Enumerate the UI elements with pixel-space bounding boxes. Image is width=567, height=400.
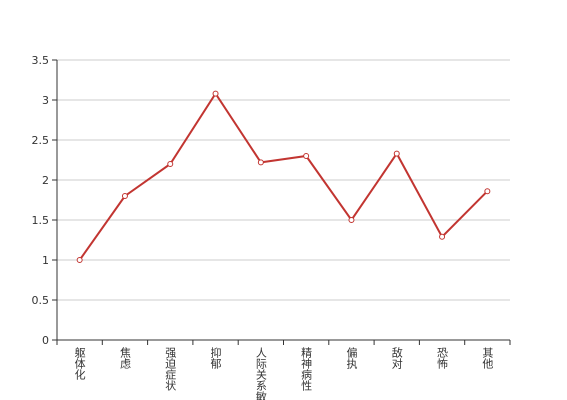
- x-tick-label: 焦虑: [118, 347, 131, 369]
- point: [348, 217, 355, 223]
- x-tick-label: 抑郁: [209, 346, 222, 369]
- point: [393, 150, 400, 157]
- point: [303, 153, 310, 159]
- x-tick-label: 敌对: [390, 346, 403, 369]
- x-tick-label: 精神病性: [300, 347, 313, 392]
- point: [484, 188, 491, 195]
- x-tick-label: 人际关系敏感: [254, 347, 267, 400]
- point: [121, 193, 128, 199]
- point: [439, 233, 446, 240]
- x-tick-label: 强迫症状: [164, 347, 177, 391]
- point: [257, 159, 264, 166]
- point: [76, 257, 83, 263]
- x-tick-label: 偏执: [345, 346, 358, 370]
- y-tick-label: 1: [42, 254, 49, 267]
- x-tick-label: 其他: [481, 347, 494, 369]
- y-tick-label: 0.5: [32, 294, 50, 307]
- x-tick-label: 恐怖: [436, 347, 449, 369]
- y-tick-label: 0: [42, 334, 49, 347]
- y-tick-label: 1.5: [32, 214, 50, 227]
- y-tick-label: 3.5: [32, 54, 50, 67]
- point: [212, 90, 219, 97]
- y-tick-label: 2: [42, 174, 49, 187]
- point: [167, 161, 174, 167]
- x-tick-label: 躯体化: [73, 347, 86, 381]
- line: [78, 91, 489, 261]
- y-tick-label: 2.5: [32, 134, 50, 147]
- y-tick-label: 3: [42, 94, 49, 107]
